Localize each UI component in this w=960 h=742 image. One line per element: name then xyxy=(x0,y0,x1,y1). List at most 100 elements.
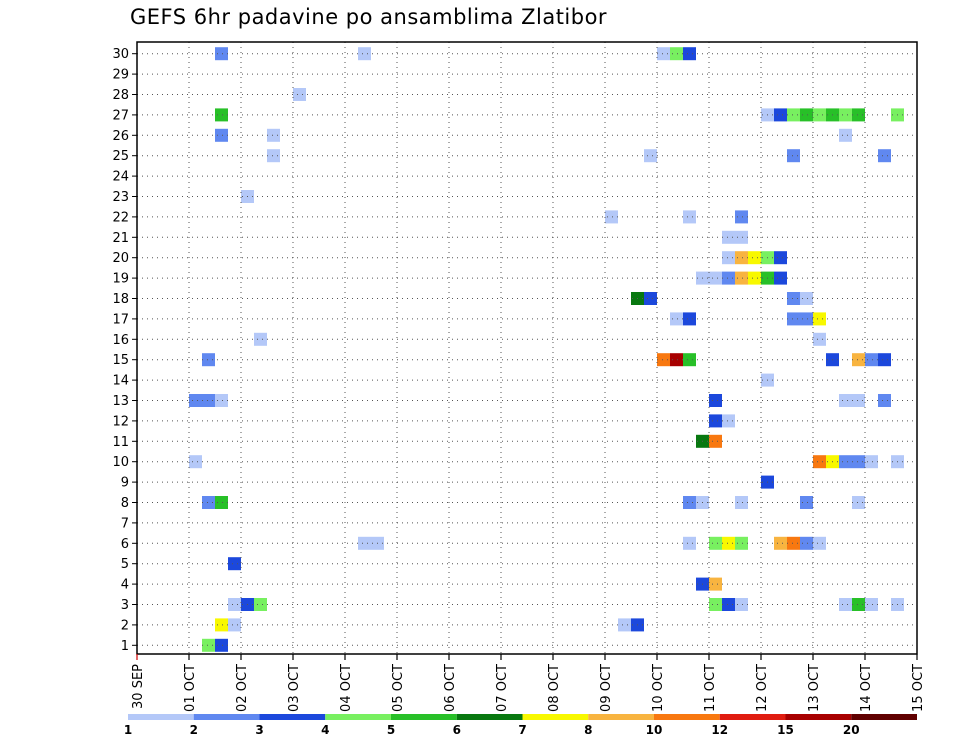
y-tick-label: 6 xyxy=(121,537,129,552)
heatmap-cell xyxy=(709,394,722,407)
x-tick-label: 30 SEP xyxy=(131,664,146,709)
heatmap-cell xyxy=(293,88,306,101)
colorbar-label: 1 xyxy=(124,723,132,737)
colorbar-label: 10 xyxy=(646,723,663,737)
x-tick-label: 01 OCT xyxy=(183,664,198,712)
heatmap-cell xyxy=(683,496,696,509)
heatmap-cell xyxy=(839,128,852,142)
heatmap-cell xyxy=(865,353,878,367)
heatmap-cell xyxy=(202,638,215,652)
heatmap-cell xyxy=(774,251,787,265)
colorbar-label: 6 xyxy=(453,723,461,737)
heatmap-cell xyxy=(722,251,735,265)
y-tick-label: 24 xyxy=(112,170,129,185)
heatmap-cell xyxy=(852,353,865,367)
heatmap-cell xyxy=(709,434,722,448)
y-tick-label: 5 xyxy=(121,557,129,572)
x-tick-label: 07 OCT xyxy=(495,664,510,712)
heatmap-cell xyxy=(670,353,683,367)
x-tick-label: 10 OCT xyxy=(651,664,666,712)
y-tick-label: 8 xyxy=(121,496,129,511)
colorbar-label: 7 xyxy=(518,723,526,737)
heatmap-cell xyxy=(813,108,826,122)
heatmap-cell xyxy=(735,230,748,244)
heatmap-cell xyxy=(683,353,696,367)
heatmap-cell xyxy=(748,251,761,265)
heatmap-cell xyxy=(787,312,800,326)
heatmap-cell xyxy=(735,496,748,509)
heatmap-cell xyxy=(228,598,241,611)
heatmap-cell xyxy=(839,394,852,407)
colorbar-label: 4 xyxy=(321,723,329,737)
x-tick-label: 03 OCT xyxy=(287,664,302,712)
heatmap-cell xyxy=(865,598,878,611)
colorbar-swatch xyxy=(851,714,917,720)
colorbar-swatch xyxy=(456,714,523,720)
heatmap-cell xyxy=(800,536,813,550)
heatmap-cell xyxy=(644,149,657,163)
cells-layer xyxy=(189,47,904,652)
x-tick-label: 04 OCT xyxy=(339,664,354,712)
colorbar-label: 8 xyxy=(584,723,592,737)
heatmap-cell xyxy=(683,210,696,224)
y-tick-label: 1 xyxy=(121,639,129,654)
heatmap-cell xyxy=(670,47,683,61)
heatmap-cell xyxy=(709,414,722,428)
heatmap-cell xyxy=(228,618,241,632)
colorbar-label: 2 xyxy=(190,723,198,737)
y-tick-label: 26 xyxy=(112,129,129,144)
heatmap-cell xyxy=(202,496,215,509)
colorbar-label: 12 xyxy=(711,723,728,737)
x-tick-label: 13 OCT xyxy=(807,664,822,712)
heatmap-cell xyxy=(839,598,852,611)
heatmap-cell xyxy=(722,230,735,244)
heatmap-cell xyxy=(813,312,826,326)
heatmap-cell xyxy=(839,455,852,469)
colorbar-label: 20 xyxy=(843,723,860,737)
heatmap-cell xyxy=(878,149,891,163)
heatmap-cell xyxy=(787,108,800,122)
y-tick-label: 22 xyxy=(112,210,129,225)
y-tick-label: 18 xyxy=(112,292,129,307)
heatmap-cell xyxy=(878,353,891,367)
heatmap-cell xyxy=(852,496,865,509)
heatmap-cell xyxy=(852,455,865,469)
heatmap-cell xyxy=(254,598,267,611)
y-tick-label: 19 xyxy=(112,272,129,287)
heatmap-cell xyxy=(215,128,228,142)
y-tick-label: 30 xyxy=(112,47,129,62)
colorbar-swatch xyxy=(785,714,852,720)
heatmap-cell xyxy=(670,312,683,326)
y-tick-label: 16 xyxy=(112,333,129,348)
colorbar-swatch xyxy=(325,714,391,720)
y-tick-label: 13 xyxy=(112,394,129,409)
heatmap-cell xyxy=(722,598,735,611)
y-tick-label: 11 xyxy=(112,435,129,450)
chart-title: GEFS 6hr padavine po ansamblima Zlatibor xyxy=(130,5,608,29)
x-tick-label: 02 OCT xyxy=(235,664,250,712)
y-tick-label: 25 xyxy=(112,149,129,164)
heatmap-cell xyxy=(800,292,813,305)
colorbar-swatch xyxy=(193,714,260,720)
heatmap-cell xyxy=(683,312,696,326)
x-tick-label: 09 OCT xyxy=(599,664,614,712)
heatmap-cell xyxy=(774,271,787,285)
colorbar-swatch xyxy=(719,714,786,720)
x-tick-label: 08 OCT xyxy=(547,664,562,712)
heatmap-cell xyxy=(774,536,787,550)
heatmap-cell xyxy=(735,536,748,550)
heatmap-cell xyxy=(215,108,228,122)
heatmap-cell xyxy=(358,47,371,61)
heatmap-cell xyxy=(267,149,280,163)
y-tick-label: 15 xyxy=(112,353,129,368)
heatmap-cell xyxy=(683,536,696,550)
colorbar: 1 2 3 4 5 6 7 8 10 12 15 20 xyxy=(124,714,917,737)
colorbar-swatch xyxy=(128,714,194,720)
grid-layer xyxy=(137,42,917,654)
y-tick-label: 12 xyxy=(112,414,129,429)
heatmap-cell xyxy=(215,638,228,652)
heatmap-cell xyxy=(709,536,722,550)
x-tick-label: 14 OCT xyxy=(859,664,874,712)
heatmap-cell xyxy=(735,210,748,224)
colorbar-swatch xyxy=(654,714,720,720)
